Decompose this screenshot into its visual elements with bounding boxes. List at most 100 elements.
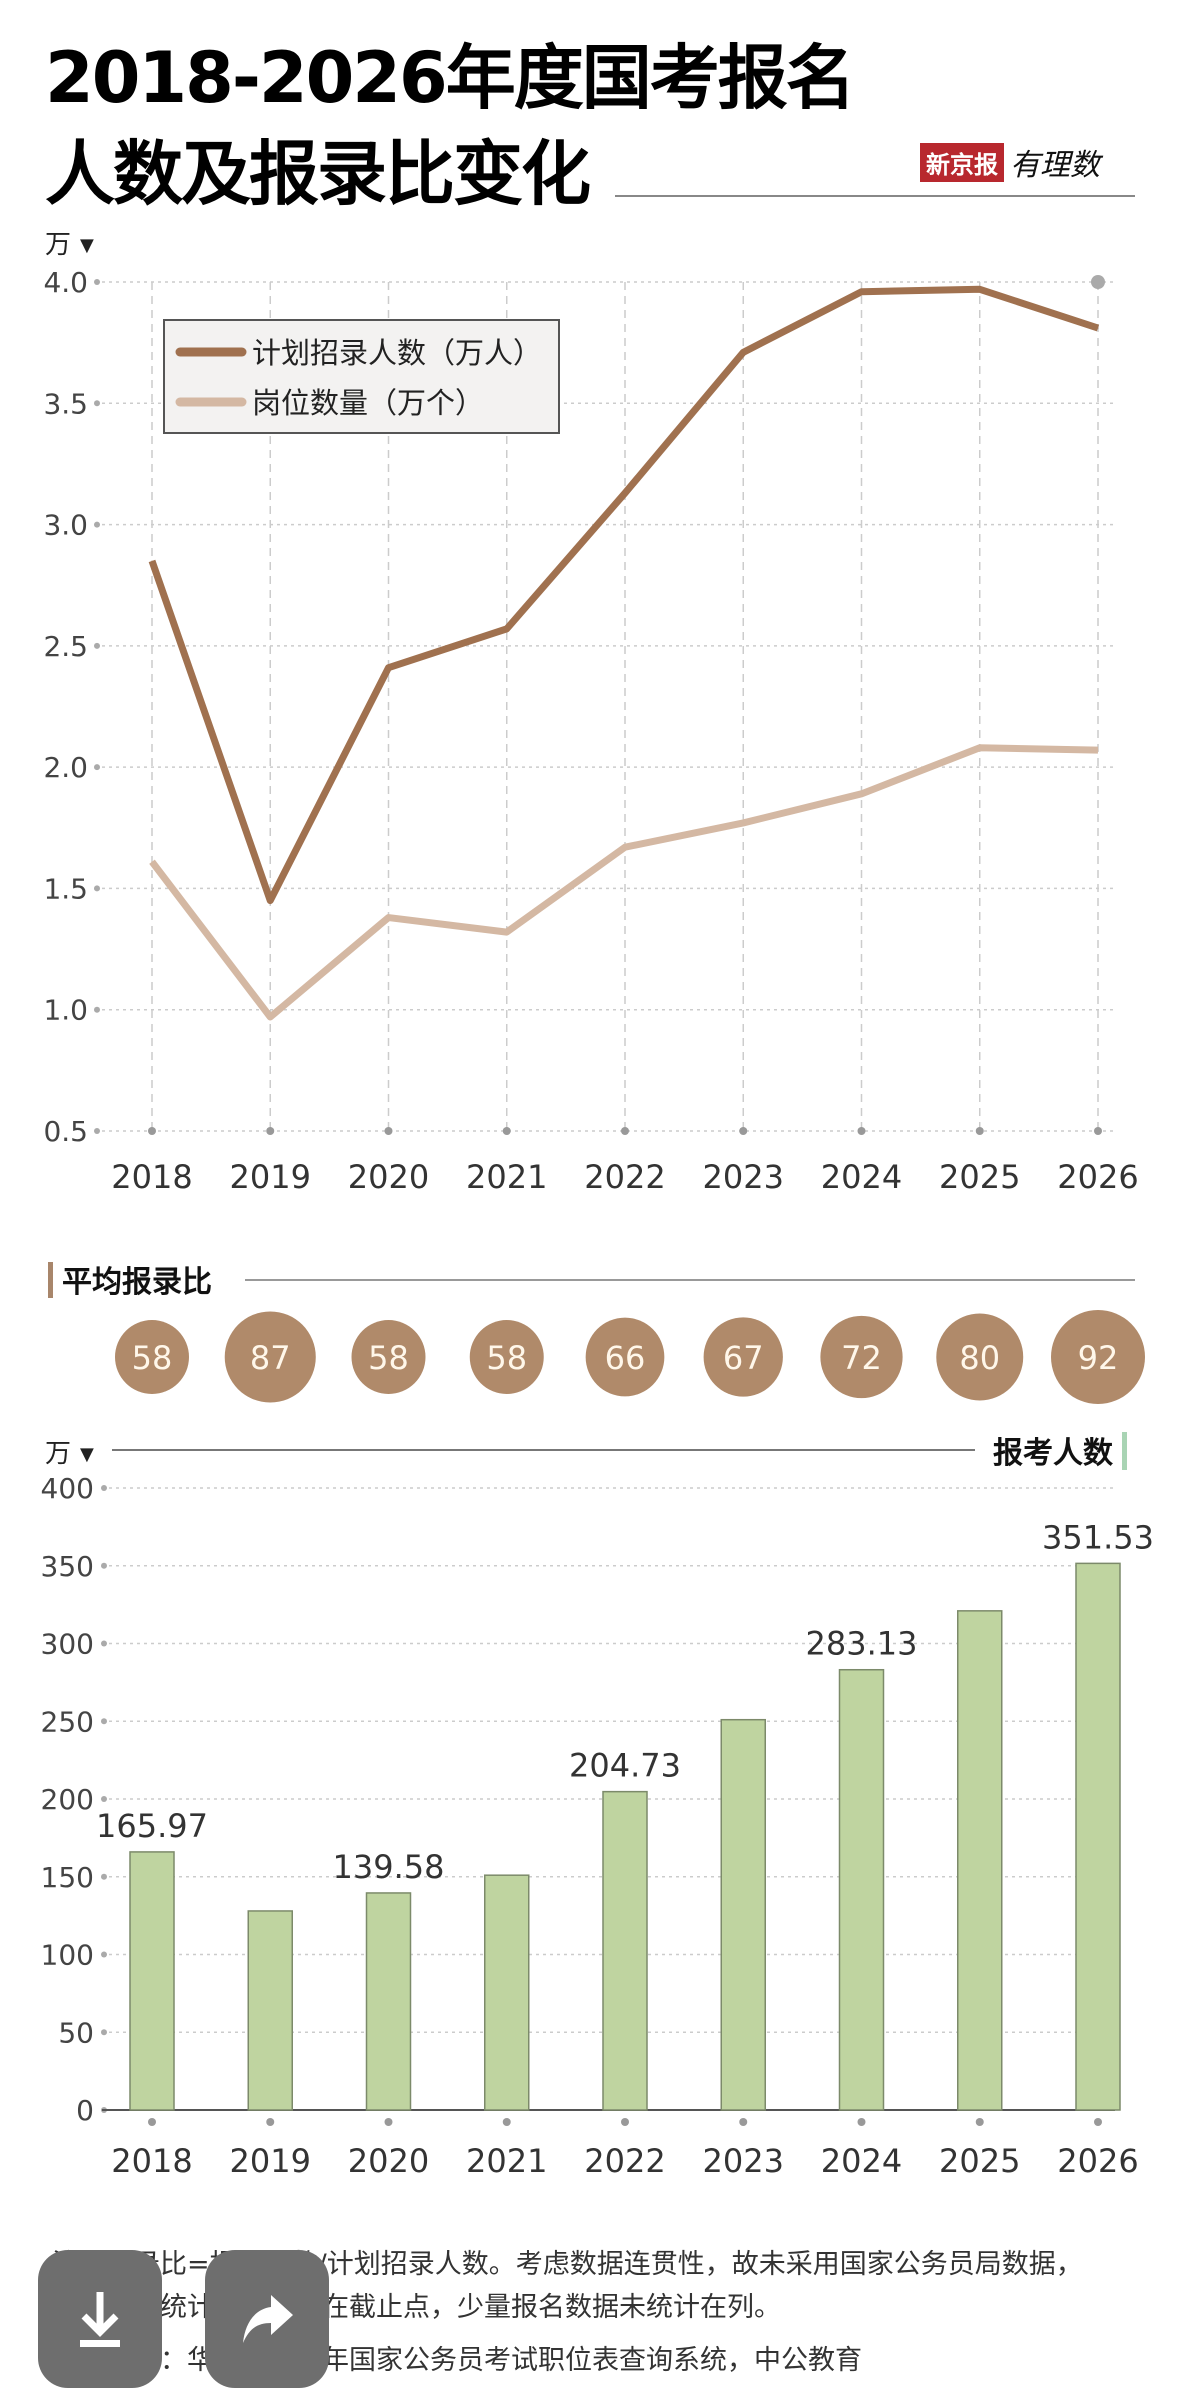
x-tick-dot <box>975 2118 984 2126</box>
data-point <box>624 492 626 494</box>
x-tick-label: 2022 <box>584 1158 665 1196</box>
x-tick-dot <box>857 2118 866 2126</box>
ratio-circle <box>224 1311 316 1403</box>
x-tick-dot <box>1094 1127 1102 1135</box>
y-tick-dot <box>94 642 100 649</box>
x-tick-dot <box>621 2118 629 2126</box>
data-point <box>742 822 744 824</box>
ratio-circle <box>585 1317 665 1397</box>
ratio-value: 72 <box>841 1339 882 1377</box>
bar <box>602 1790 648 2111</box>
data-point <box>388 667 389 669</box>
y-tick-dot <box>94 400 100 407</box>
data-point <box>151 560 153 562</box>
data-point <box>506 931 508 933</box>
x-tick-dot <box>384 2118 393 2126</box>
ratio-circle <box>115 1320 189 1394</box>
data-point <box>742 351 744 353</box>
y-tick-dot <box>94 521 100 528</box>
ratio-section-title: 平均报录比 <box>62 1265 212 1300</box>
y-tick-dot <box>94 279 100 285</box>
x-tick-label: 2023 <box>703 2142 784 2180</box>
x-tick-dot <box>266 2118 275 2126</box>
y-tick-label: 400 <box>41 1472 94 1505</box>
ratio-circle <box>936 1313 1024 1401</box>
bar <box>1075 1562 1121 2111</box>
x-tick-dot <box>1094 2118 1102 2126</box>
bar-data-label: 139.58 <box>333 1848 445 1886</box>
bar-header-accent <box>1122 1432 1127 1470</box>
ratio-value: 87 <box>250 1339 291 1377</box>
logo-brand: 新京报 <box>920 142 1004 182</box>
data-point <box>861 793 862 795</box>
x-tick-label: 2021 <box>466 2142 547 2180</box>
x-tick-dot <box>384 1127 393 1135</box>
footnote-line-2: 所以数据统计并不完全在截止点，少量报名数据未统计在列。 <box>52 2292 781 2323</box>
x-tick-label: 2020 <box>348 1158 429 1196</box>
bar-data-label: 283.13 <box>806 1625 918 1663</box>
x-tick-dot <box>148 1127 156 1135</box>
y-unit-label: 万 <box>45 230 71 260</box>
y-tick-dot <box>101 1951 107 1958</box>
data-point <box>979 288 981 290</box>
bar <box>484 1874 530 2111</box>
bar <box>365 1892 412 2111</box>
data-source: 数据来源：华图教育历年国家公务员考试职位表查询系统，中公教育 <box>52 2345 862 2376</box>
unit-arrow-icon: ▼ <box>80 1444 94 1465</box>
ratio-value: 66 <box>605 1339 646 1377</box>
y-tick-label: 1.5 <box>43 872 88 905</box>
x-tick-dot <box>621 1127 629 1135</box>
bar <box>838 1668 885 2111</box>
y-tick-label: 0.5 <box>43 1115 88 1148</box>
bar <box>247 1910 293 2111</box>
legend-label-1: 岗位数量（万个） <box>252 386 484 420</box>
data-point <box>1097 327 1099 329</box>
y-tick-dot <box>94 1128 100 1134</box>
share-button[interactable] <box>205 2250 329 2388</box>
ratio-circle <box>820 1315 903 1399</box>
y-tick-dot <box>94 885 100 892</box>
x-tick-dot <box>502 1127 511 1135</box>
download-icon <box>80 2292 120 2347</box>
ratio-value: 58 <box>486 1339 527 1377</box>
data-point <box>269 900 271 902</box>
x-tick-label: 2024 <box>821 1158 902 1196</box>
y-tick-dot <box>101 1718 107 1725</box>
x-tick-label: 2025 <box>939 2142 1020 2180</box>
ratio-value: 58 <box>132 1339 173 1377</box>
legend-box <box>163 319 560 434</box>
x-tick-label: 2022 <box>584 2142 665 2180</box>
ratio-value: 92 <box>1078 1339 1119 1377</box>
logo: 新京报 有理数 <box>920 140 1100 184</box>
x-tick-label: 2019 <box>230 1158 311 1196</box>
data-point <box>151 861 153 863</box>
bar-data-label: 204.73 <box>569 1747 681 1785</box>
bar <box>957 1610 1003 2111</box>
x-tick-label: 2023 <box>703 1158 784 1196</box>
ratio-value: 67 <box>723 1339 764 1377</box>
download-button[interactable] <box>38 2250 162 2388</box>
ratio-circle <box>1051 1310 1145 1404</box>
legend-label-0: 计划招录人数（万人） <box>252 336 542 370</box>
x-tick-label: 2024 <box>821 2142 902 2180</box>
bar-y-unit-label: 万 <box>45 1439 71 1469</box>
y-tick-label: 150 <box>41 1861 94 1894</box>
x-tick-label: 2026 <box>1057 2142 1138 2180</box>
x-tick-label: 2026 <box>1057 1158 1138 1196</box>
x-tick-dot <box>739 1127 748 1135</box>
ratio-value: 58 <box>368 1339 409 1377</box>
unit-arrow-icon: ▼ <box>80 235 94 256</box>
x-tick-dot <box>266 1127 275 1135</box>
y-tick-label: 350 <box>41 1550 94 1583</box>
bar <box>720 1718 766 2111</box>
corner-dot <box>1091 275 1105 289</box>
x-tick-dot <box>502 2118 511 2126</box>
bar-chart-title: 报考人数 <box>993 1436 1114 1471</box>
section-header-bar <box>48 1262 53 1298</box>
bar <box>129 1851 175 2111</box>
y-tick-dot <box>101 1485 107 1491</box>
title-line-1: 2018-2026年度国考报名 <box>45 37 856 119</box>
x-tick-label: 2021 <box>466 1158 547 1196</box>
x-tick-label: 2025 <box>939 1158 1020 1196</box>
y-tick-dot <box>101 2029 107 2036</box>
